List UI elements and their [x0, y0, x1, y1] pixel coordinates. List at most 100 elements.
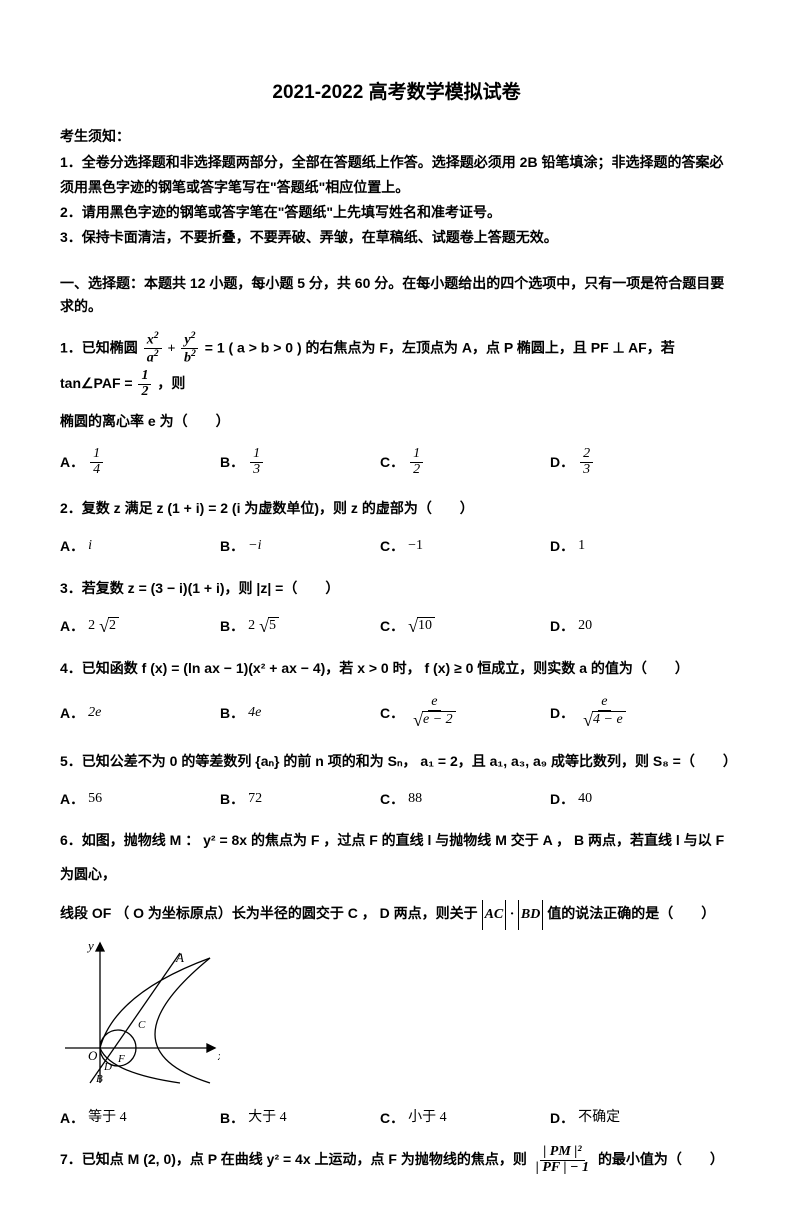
opt-val: 56 [88, 788, 102, 810]
question-2: 2．复数 z 满足 z (1 + i) = 2 (i 为虚数单位)，则 z 的虚… [60, 492, 733, 558]
q6-opt-a: A．等于 4 [60, 1107, 220, 1129]
opt-val: 等于 4 [88, 1107, 127, 1129]
parabola-diagram-icon: x y O F A C D B [60, 938, 220, 1088]
q6-opt-c: C．小于 4 [380, 1107, 550, 1129]
q1-opt-c: C． 12 [380, 447, 550, 477]
q5-options: A．56 B．72 C．88 D．40 [60, 788, 733, 810]
page-title: 2021-2022 高考数学模拟试卷 [60, 78, 733, 108]
opt-val: i [88, 535, 92, 557]
q2-stem: 2．复数 z 满足 z (1 + i) = 2 (i 为虚数单位)，则 z 的虚… [60, 492, 733, 526]
q1-opt-a: A． 14 [60, 447, 220, 477]
q1-opt-d: D． 23 [550, 447, 595, 477]
q7-pre: 7．已知点 M (2, 0)，点 P 在曲线 y² = 4x 上运动，点 F 为… [60, 1151, 531, 1167]
frac-den: a [147, 351, 154, 366]
svg-text:x: x [217, 1048, 220, 1063]
question-6: 6．如图，抛物线 M ： y² = 8x 的焦点为 F ，过点 F 的直线 l … [60, 824, 733, 1129]
q5-opt-a: A．56 [60, 788, 220, 810]
coef: 2 [88, 615, 95, 637]
q3-opt-d: D．20 [550, 615, 592, 637]
coef: 2 [248, 615, 255, 637]
q4-opt-c: C． e √e − 2 [380, 695, 550, 730]
q1-post: ，则 [157, 375, 185, 391]
frac-num: e [428, 695, 440, 711]
q5-opt-c: C．88 [380, 788, 550, 810]
sqrt-arg: 2 [108, 617, 119, 635]
frac-num: 1 [90, 447, 103, 463]
q3-stem: 3．若复数 z = (3 − i)(1 + i)，则 |z| =（ ） [60, 572, 733, 606]
q1-frac1: x2 a2 [144, 331, 162, 367]
q6-options: A．等于 4 B．大于 4 C．小于 4 D．不确定 [60, 1107, 733, 1129]
q2-opt-d: D．1 [550, 535, 585, 557]
sqrt-arg: 4 − e [592, 711, 626, 729]
q2-options: A．i B．−i C．−1 D．1 [60, 535, 733, 557]
q1-frac3: 1 2 [138, 369, 151, 399]
svg-text:B: B [96, 1073, 103, 1085]
q2-opt-c: C．−1 [380, 535, 550, 557]
abs-ac: AC [482, 900, 507, 931]
q3-options: A． 2√2 B． 2√5 C． √10 D．20 [60, 615, 733, 637]
frac-num: 1 [410, 447, 423, 463]
q1-frac2: y2 b2 [181, 331, 199, 367]
q6-line2: 线段 OF （ O 为坐标原点）长为半径的圆交于 C ， D 两点，则关于 AC… [60, 898, 733, 931]
q3-opt-b: B． 2√5 [220, 615, 380, 637]
opt-val: −1 [408, 535, 423, 557]
q1-stem: 1．已知椭圆 x2 a2 + y2 b2 = 1 ( a > b > 0 ) 的… [60, 331, 733, 400]
q4-opt-b: B．4e [220, 695, 380, 730]
opt-val: 88 [408, 788, 422, 810]
section-1-head: 一、选择题：本题共 12 小题，每小题 5 分，共 60 分。在每小题给出的四个… [60, 272, 733, 317]
frac-num: 2 [580, 447, 593, 463]
opt-val: 1 [578, 535, 585, 557]
frac-den: 2 [410, 463, 423, 478]
q7-post: 的最小值为（ ） [598, 1151, 724, 1167]
q5-opt-b: B．72 [220, 788, 380, 810]
instructions: 考生须知： 1．全卷分选择题和非选择题两部分，全部在答题纸上作答。选择题必须用 … [60, 124, 733, 250]
instructions-head: 考生须知： [60, 124, 733, 149]
opt-val: 2e [88, 702, 101, 724]
svg-text:O: O [88, 1048, 98, 1063]
q3-opt-c: C． √10 [380, 615, 550, 637]
frac-num: x [147, 333, 154, 348]
svg-text:C: C [138, 1019, 146, 1031]
frac-den: 3 [580, 463, 593, 478]
opt-val: 20 [578, 615, 592, 637]
q7-stem: 7．已知点 M (2, 0)，点 P 在曲线 y² = 4x 上运动，点 F 为… [60, 1143, 733, 1177]
q2-opt-b: B．−i [220, 535, 380, 557]
instruction-line: 1．全卷分选择题和非选择题两部分，全部在答题纸上作答。选择题必须用 2B 铅笔填… [60, 150, 733, 200]
question-7: 7．已知点 M (2, 0)，点 P 在曲线 y² = 4x 上运动，点 F 为… [60, 1143, 733, 1177]
svg-text:A: A [175, 950, 184, 965]
q4-options: A．2e B．4e C． e √e − 2 D． e √4 − e [60, 695, 733, 730]
sup: 2 [154, 330, 159, 341]
question-5: 5．已知公差不为 0 的等差数列 {aₙ} 的前 n 项的和为 Sₙ， a₁ =… [60, 745, 733, 811]
q1-opt-b: B． 13 [220, 447, 380, 477]
q3-opt-a: A． 2√2 [60, 615, 220, 637]
abs-bd: BD [518, 900, 543, 931]
opt-val: 不确定 [578, 1107, 620, 1129]
svg-text:F: F [117, 1053, 125, 1065]
sup: 2 [154, 348, 159, 359]
frac-den: b [184, 351, 191, 366]
q1-pre: 1．已知椭圆 [60, 340, 142, 356]
svg-text:D: D [103, 1061, 112, 1073]
sqrt-arg: 5 [268, 617, 279, 635]
svg-text:y: y [86, 938, 94, 953]
q6-l2-pre: 线段 OF （ O 为坐标原点）长为半径的圆交于 C ， D 两点，则关于 [60, 905, 482, 921]
question-4: 4．已知函数 f (x) = (ln ax − 1)(x² + ax − 4)，… [60, 652, 733, 731]
q6-line1: 6．如图，抛物线 M ： y² = 8x 的焦点为 F ，过点 F 的直线 l … [60, 824, 733, 891]
q6-opt-b: B．大于 4 [220, 1107, 380, 1129]
sup: 2 [191, 348, 196, 359]
q4-opt-a: A．2e [60, 695, 220, 730]
frac-num: e [598, 695, 610, 711]
opt-val: −i [248, 535, 261, 557]
instruction-line: 2．请用黑色字迹的钢笔或答字笔在"答题纸"上先填写姓名和准考证号。 [60, 200, 733, 225]
frac-den: 4 [90, 463, 103, 478]
sqrt-arg: e − 2 [422, 711, 456, 729]
q2-opt-a: A．i [60, 535, 220, 557]
opt-val: 大于 4 [248, 1107, 287, 1129]
frac-den: | PF | − 1 [533, 1161, 592, 1176]
q5-opt-d: D．40 [550, 788, 592, 810]
frac-num: 1 [138, 369, 151, 385]
q5-stem: 5．已知公差不为 0 的等差数列 {aₙ} 的前 n 项的和为 Sₙ， a₁ =… [60, 745, 733, 779]
frac-num: | PM |² [540, 1145, 584, 1161]
q6-l2-post: 值的说法正确的是（ ） [547, 905, 715, 921]
instruction-line: 3．保持卡面清洁，不要折叠，不要弄破、弄皱，在草稿纸、试题卷上答题无效。 [60, 225, 733, 250]
